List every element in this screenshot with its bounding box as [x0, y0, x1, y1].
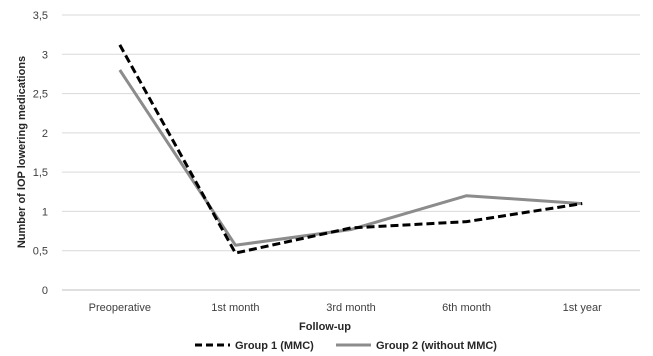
gridlines — [62, 14, 640, 291]
y-tick-label: 1 — [42, 206, 48, 218]
y-tick-label: 3 — [42, 49, 48, 61]
x-tick-label: 1st month — [211, 302, 259, 314]
x-tick-label: 3rd month — [326, 302, 376, 314]
legend-label-group-2: Group 2 (without MMC) — [376, 340, 497, 352]
x-tick-label: 6th month — [442, 302, 491, 314]
x-axis-ticks: Preoperative 1st month 3rd month 6th month 1… — [89, 302, 602, 314]
y-tick-label: 2 — [42, 128, 48, 140]
y-tick-label: 0 — [42, 285, 48, 297]
x-tick-label: Preoperative — [89, 302, 151, 314]
y-tick-label: 1,5 — [33, 167, 48, 179]
series-line-group-1 — [118, 44, 583, 255]
legend: Group 1 (MMC) Group 2 (without MMC) — [195, 340, 497, 352]
x-axis-title: Follow-up — [299, 321, 351, 333]
series-lines — [118, 44, 583, 255]
y-axis-title: Number of IOP lowering medications — [16, 56, 28, 248]
series-line-group-2 — [118, 69, 583, 247]
y-tick-label: 0,5 — [33, 246, 48, 258]
legend-label-group-1: Group 1 (MMC) — [235, 340, 314, 352]
y-axis-ticks: 0 0,5 1 1,5 2 2,5 3 3,5 — [33, 10, 48, 297]
y-tick-label: 3,5 — [33, 10, 48, 22]
y-tick-label: 2,5 — [33, 89, 48, 101]
x-tick-label: 1st year — [563, 302, 602, 314]
